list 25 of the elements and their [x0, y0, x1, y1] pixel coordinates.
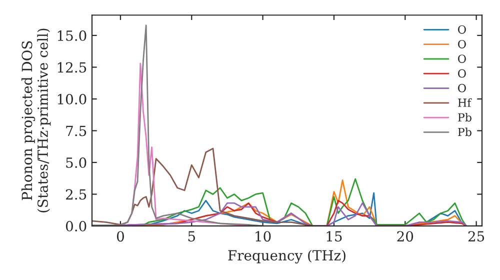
x-axis-title: Frequency (THz) [228, 250, 346, 264]
y-tick-label: 7.5 [66, 126, 86, 136]
legend-label: O [458, 40, 466, 48]
legend-label: O [458, 25, 466, 34]
x-tick-label: 15 [326, 231, 342, 242]
legend-label: Pb [458, 112, 472, 122]
x-tick-label: 0 [116, 231, 124, 242]
line-series [92, 24, 264, 226]
legend-label: O [458, 69, 466, 78]
y-tick-label: 15.0 [58, 30, 86, 41]
x-tick-label: 10 [256, 231, 271, 242]
x-tick-label: 25 [468, 231, 484, 242]
y-tick-label: 2.5 [66, 189, 86, 200]
legend-label: Pb [458, 128, 472, 136]
y-tick-label: 5.0 [66, 157, 86, 168]
legend-label: O [458, 84, 466, 92]
legend-label: O [458, 54, 466, 64]
x-tick-label: 5 [188, 231, 195, 242]
y-axis-title: Phonon projected DOS (States/THz·primitive cell) [21, 28, 51, 212]
y-tick-label: 0.0 [66, 220, 86, 232]
y-tick-label: 12.5 [58, 62, 86, 73]
line-series [92, 148, 314, 226]
legend-label: Hf [458, 98, 472, 107]
y-tick-label: 10.0 [58, 94, 86, 104]
x-tick-label: 20 [397, 231, 414, 242]
